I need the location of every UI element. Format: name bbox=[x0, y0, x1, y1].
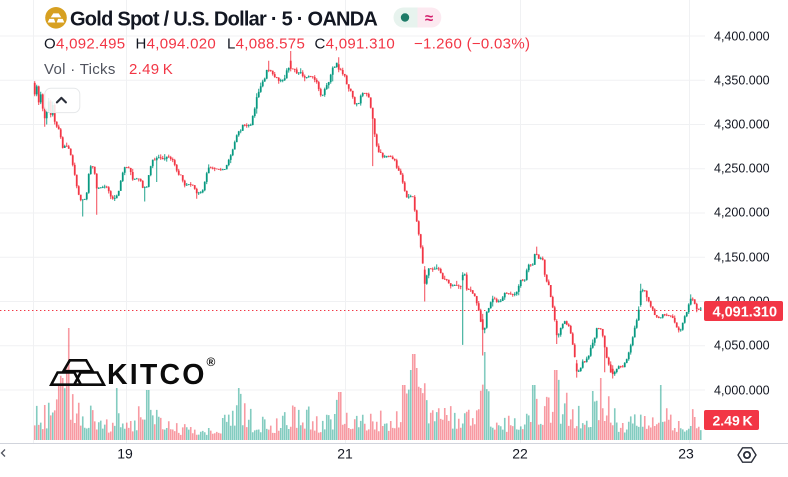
svg-text:2.49 K: 2.49 K bbox=[129, 61, 173, 78]
svg-text:4,400.000: 4,400.000 bbox=[714, 30, 770, 44]
svg-text:4,200.000: 4,200.000 bbox=[714, 206, 770, 220]
svg-text:−1.260 (−0.03%): −1.260 (−0.03%) bbox=[414, 36, 530, 53]
svg-text:4,250.000: 4,250.000 bbox=[714, 162, 770, 176]
svg-text:22: 22 bbox=[512, 446, 528, 462]
svg-text:4,150.000: 4,150.000 bbox=[714, 251, 770, 265]
svg-text:Gold Spot / U.S. Dollar · 5 ·: Gold Spot / U.S. Dollar · 5 · OANDA bbox=[70, 9, 377, 31]
svg-text:19: 19 bbox=[117, 446, 133, 462]
svg-text:O4,092.495: O4,092.495 bbox=[44, 36, 125, 53]
svg-text:®: ® bbox=[207, 355, 216, 369]
svg-text:≈: ≈ bbox=[425, 10, 433, 27]
svg-text:KITCO: KITCO bbox=[107, 359, 207, 391]
svg-text:4,050.000: 4,050.000 bbox=[714, 339, 770, 353]
svg-text:H4,094.020: H4,094.020 bbox=[136, 36, 217, 53]
svg-text:21: 21 bbox=[337, 446, 353, 462]
svg-text:23: 23 bbox=[678, 446, 694, 462]
svg-text:Vol · Ticks: Vol · Ticks bbox=[44, 61, 116, 78]
svg-text:4,350.000: 4,350.000 bbox=[714, 74, 770, 88]
svg-text:L4,088.575: L4,088.575 bbox=[227, 36, 305, 53]
svg-text:4,091.310: 4,091.310 bbox=[713, 304, 778, 320]
svg-text:4,300.000: 4,300.000 bbox=[714, 118, 770, 132]
svg-text:4,000.000: 4,000.000 bbox=[714, 384, 770, 398]
svg-text:C4,091.310: C4,091.310 bbox=[315, 36, 396, 53]
svg-text:2.49 K: 2.49 K bbox=[713, 412, 753, 428]
